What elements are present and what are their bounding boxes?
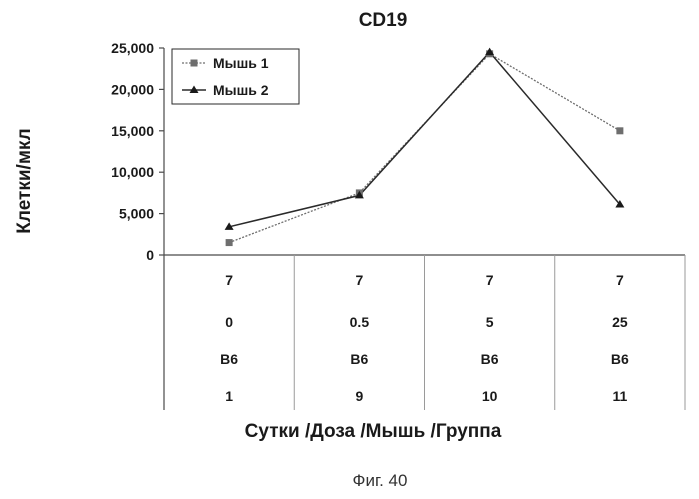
data-point-series-2 [485,47,495,56]
category-cell: 10 [482,388,498,404]
category-cell: 0.5 [350,314,370,330]
category-cell: 7 [486,272,494,288]
y-axis-label: Клетки/мкл [14,128,35,233]
y-tick-labels: 0 5,000 10,000 15,000 20,000 25,000 [111,40,164,263]
category-cell: B6 [220,351,238,367]
category-cell: 25 [612,314,628,330]
legend: Мышь 1 Мышь 2 [171,48,300,105]
category-cell: 7 [355,272,363,288]
data-point-series-1 [616,127,624,135]
y-tick-label: 0 [146,247,154,263]
category-cell: 7 [225,272,233,288]
category-cell: 7 [616,272,624,288]
figure-caption: Фиг. 40 [353,471,408,490]
data-point-series-2 [615,199,625,208]
category-table: 7 0 B6 1 7 0.5 B6 9 7 5 B6 10 7 25 B6 11 [220,272,629,404]
category-cell: B6 [611,351,629,367]
data-point-series-1 [225,239,233,247]
chart-title: CD19 [359,10,408,31]
x-axis-label: Сутки /Доза /Мышь /Группа [245,421,502,442]
series-lines [224,47,625,247]
category-cell: 5 [486,314,494,330]
category-cell: 9 [355,388,363,404]
category-cell: B6 [481,351,499,367]
y-tick-label: 10,000 [111,164,154,180]
data-point-series-2 [354,190,364,199]
y-tick-label: 15,000 [111,123,154,139]
axes [163,48,686,410]
y-tick-label: 20,000 [111,81,154,97]
legend-box [171,48,300,105]
data-point-series-2 [224,222,234,230]
category-cell: 0 [225,314,233,330]
legend-label-series-2: Мышь 2 [213,82,269,98]
category-cell: 11 [612,388,627,404]
legend-marker-square [190,59,198,67]
legend-label-series-1: Мышь 1 [213,55,269,71]
y-tick-label: 5,000 [119,206,154,222]
category-cell: 1 [225,388,233,404]
series-line-2 [228,50,621,228]
y-tick-label: 25,000 [111,40,154,56]
legend-marker-triangle [189,85,199,93]
category-cell: B6 [350,351,368,367]
